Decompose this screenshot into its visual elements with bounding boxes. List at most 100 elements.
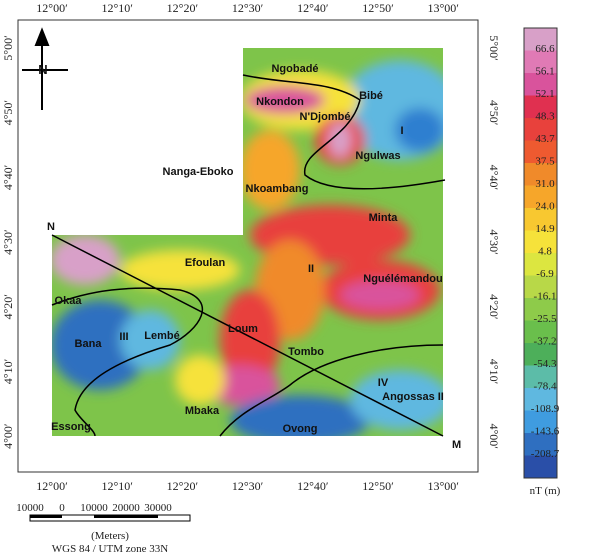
profile-end: M bbox=[452, 439, 461, 451]
place-label: Minta bbox=[369, 212, 399, 224]
legend-swatch bbox=[524, 28, 557, 51]
legend-label: 37.5 bbox=[535, 156, 555, 168]
place-label: Tombo bbox=[288, 346, 324, 358]
longitude-label: 12°00′ bbox=[36, 479, 68, 493]
longitude-label: 12°00′ bbox=[36, 1, 68, 15]
latitude-label: 4°40′ bbox=[1, 164, 15, 190]
latitude-label: 4°20′ bbox=[1, 294, 15, 320]
scale-label: 20000 bbox=[112, 502, 140, 514]
legend-label: -54.3 bbox=[534, 358, 557, 370]
legend-label: -143.6 bbox=[531, 426, 560, 438]
legend-label: 14.9 bbox=[535, 223, 555, 235]
place-label: Ovong bbox=[283, 423, 318, 435]
place-label: Essong bbox=[51, 421, 91, 433]
legend-label: -25.5 bbox=[534, 313, 557, 325]
place-label: Nkondon bbox=[256, 96, 304, 108]
latitude-label: 5°00′ bbox=[487, 35, 501, 61]
legend-label: 48.3 bbox=[535, 111, 555, 123]
place-label: Bana bbox=[75, 338, 103, 350]
legend-swatch bbox=[524, 410, 557, 433]
longitude-label: 12°50′ bbox=[362, 1, 394, 15]
longitude-label: 12°40′ bbox=[297, 1, 329, 15]
compass-label: N bbox=[38, 62, 47, 77]
profile-line bbox=[51, 234, 444, 437]
scale-label: 10000 bbox=[80, 502, 108, 514]
scale-label: 10000 bbox=[16, 502, 44, 514]
place-label: Angossas II bbox=[382, 391, 444, 403]
place-label: N'Djombé bbox=[300, 111, 351, 123]
legend-swatch bbox=[524, 230, 557, 253]
legend-label: 31.0 bbox=[535, 178, 555, 190]
legend-swatch bbox=[524, 275, 557, 298]
longitude-label: 12°10′ bbox=[101, 1, 133, 15]
latitude-label: 5°00′ bbox=[1, 35, 15, 61]
legend-swatch bbox=[524, 320, 557, 343]
legend-label: 66.6 bbox=[535, 43, 555, 55]
region-label: II bbox=[308, 263, 314, 275]
latitude-label: 4°40′ bbox=[487, 165, 501, 191]
legend-label: -6.9 bbox=[536, 268, 554, 280]
legend-swatch bbox=[524, 163, 557, 186]
legend-title: nT (m) bbox=[530, 485, 561, 497]
latitude-label: 4°50′ bbox=[487, 100, 501, 126]
legend-label: 52.1 bbox=[535, 88, 554, 100]
place-label: Okaa bbox=[55, 295, 83, 307]
latitude-label: 4°00′ bbox=[1, 423, 15, 449]
place-label: Nkoambang bbox=[246, 183, 309, 195]
scale-bar-fill bbox=[94, 515, 158, 518]
latitude-label: 4°10′ bbox=[487, 359, 501, 385]
place-label: Ngulwas bbox=[355, 150, 400, 162]
region-label: I bbox=[400, 125, 403, 137]
legend-swatch bbox=[524, 253, 557, 276]
profile-start: N bbox=[47, 221, 55, 233]
longitude-label: 12°20′ bbox=[167, 479, 199, 493]
legend-swatch bbox=[524, 50, 557, 73]
legend-label: 56.1 bbox=[535, 66, 554, 78]
projection: WGS 84 / UTM zone 33N bbox=[52, 543, 168, 555]
latitude-label: 4°50′ bbox=[1, 100, 15, 126]
legend-label: -78.4 bbox=[534, 381, 557, 393]
place-label: Mbaka bbox=[185, 405, 220, 417]
legend-swatch bbox=[524, 455, 557, 478]
legend-swatch bbox=[524, 140, 557, 163]
place-label: Bibé bbox=[359, 90, 383, 102]
scale-bar-fill bbox=[30, 515, 62, 518]
legend-label: 43.7 bbox=[535, 133, 555, 145]
legend-swatch bbox=[524, 185, 557, 208]
longitude-label: 12°40′ bbox=[297, 479, 329, 493]
legend-swatch bbox=[524, 388, 557, 411]
legend-swatch bbox=[524, 298, 557, 321]
longitude-label: 12°20′ bbox=[167, 1, 199, 15]
latitude-label: 4°20′ bbox=[487, 294, 501, 320]
legend-swatch bbox=[524, 73, 557, 96]
legend-frame bbox=[523, 27, 558, 479]
place-label: Lembé bbox=[144, 330, 179, 342]
boundaries bbox=[51, 74, 446, 437]
scale-label: 0 bbox=[59, 502, 65, 514]
longitude-label: 13°00′ bbox=[427, 479, 459, 493]
place-label: Nguélémandou bbox=[363, 273, 442, 285]
scale-label: 30000 bbox=[144, 502, 172, 514]
legend-swatch bbox=[524, 118, 557, 141]
longitude-label: 12°50′ bbox=[362, 479, 394, 493]
anomaly-raster bbox=[52, 48, 443, 436]
legend-label: -16.1 bbox=[534, 291, 557, 303]
place-label: Ngobadé bbox=[271, 63, 318, 75]
legend-label: -37.2 bbox=[534, 336, 557, 348]
longitude-label: 13°00′ bbox=[427, 1, 459, 15]
region-label: III bbox=[119, 331, 128, 343]
legend-label: 4.8 bbox=[538, 246, 552, 258]
region-label: IV bbox=[378, 377, 389, 389]
place-label: Nanga-Eboko bbox=[163, 166, 234, 178]
legend-swatch bbox=[524, 95, 557, 118]
compass bbox=[22, 27, 68, 110]
legend-label: -208.7 bbox=[531, 448, 560, 460]
longitude-label: 12°30′ bbox=[232, 1, 264, 15]
longitude-label: 12°10′ bbox=[101, 479, 133, 493]
latitude-label: 4°00′ bbox=[487, 423, 501, 449]
latitude-label: 4°30′ bbox=[487, 229, 501, 255]
legend-swatch bbox=[524, 433, 557, 456]
legend-label: -108.9 bbox=[531, 403, 560, 415]
legend-swatch bbox=[524, 365, 557, 388]
